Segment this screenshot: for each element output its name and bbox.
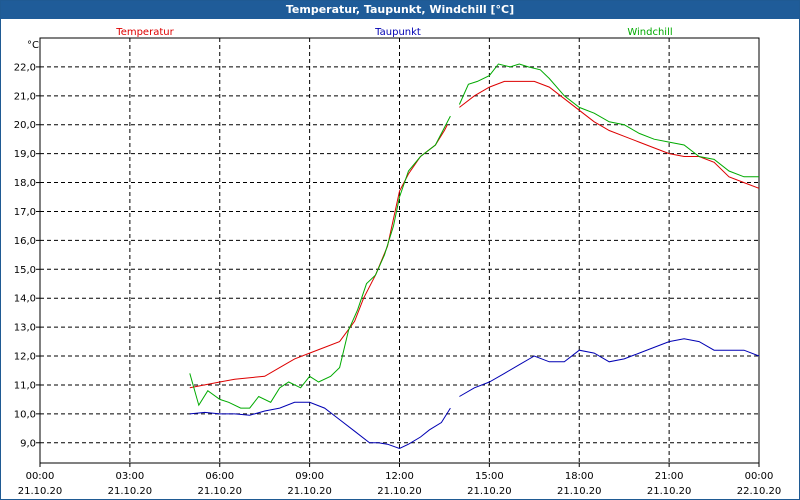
legend-entry-windchill: Windchill (627, 27, 672, 38)
x-tick-date: 21.10.20 (377, 486, 422, 497)
x-tick-time: 09:00 (295, 471, 324, 482)
x-tick-time: 12:00 (385, 471, 414, 482)
series-line-taupunkt (189, 401, 451, 450)
plot-area-border (39, 37, 760, 464)
y-tick-label: 20,0 (14, 120, 36, 131)
y-tick-label: 17,0 (14, 207, 36, 218)
x-tick-time: 18:00 (565, 471, 594, 482)
y-axis-unit: °C (27, 40, 39, 51)
y-tick-label: 18,0 (14, 178, 36, 189)
legend-entry-temperatur: Temperatur (115, 27, 174, 38)
x-tick-date: 21.10.20 (647, 486, 692, 497)
series-line-temperatur (189, 124, 448, 389)
y-tick-label: 10,0 (14, 409, 36, 420)
x-tick-time: 21:00 (655, 471, 684, 482)
series-line-temperatur (459, 80, 760, 189)
x-tick-date: 22.10.20 (737, 486, 782, 497)
series-line-windchill (189, 115, 451, 409)
x-tick-date: 21.10.20 (108, 486, 153, 497)
x-tick-date: 21.10.20 (287, 486, 332, 497)
y-tick-label: 15,0 (14, 265, 36, 276)
y-tick-label: 19,0 (14, 149, 36, 160)
y-tick-label: 12,0 (14, 352, 36, 363)
x-tick-date: 21.10.20 (557, 486, 602, 497)
x-tick-date: 21.10.20 (18, 486, 63, 497)
x-tick-time: 00:00 (745, 471, 774, 482)
series-line-taupunkt (459, 338, 760, 397)
x-tick-time: 00:00 (26, 471, 55, 482)
series-line-windchill (458, 63, 759, 178)
y-tick-label: 11,0 (14, 380, 36, 391)
x-tick-date: 21.10.20 (197, 486, 242, 497)
y-tick-label: 9,0 (20, 438, 36, 449)
x-tick-time: 15:00 (475, 471, 504, 482)
x-tick-time: 03:00 (115, 471, 144, 482)
y-tick-label: 14,0 (14, 294, 36, 305)
y-tick-label: 13,0 (14, 323, 36, 334)
y-tick-label: 22,0 (14, 62, 36, 73)
y-tick-label: 16,0 (14, 236, 36, 247)
x-tick-time: 06:00 (205, 471, 234, 482)
window-title: Temperatur, Taupunkt, Windchill [°C] (1, 1, 799, 19)
y-tick-label: 21,0 (14, 91, 36, 102)
legend-entry-taupunkt: Taupunkt (374, 27, 421, 38)
x-tick-date: 21.10.20 (467, 486, 512, 497)
